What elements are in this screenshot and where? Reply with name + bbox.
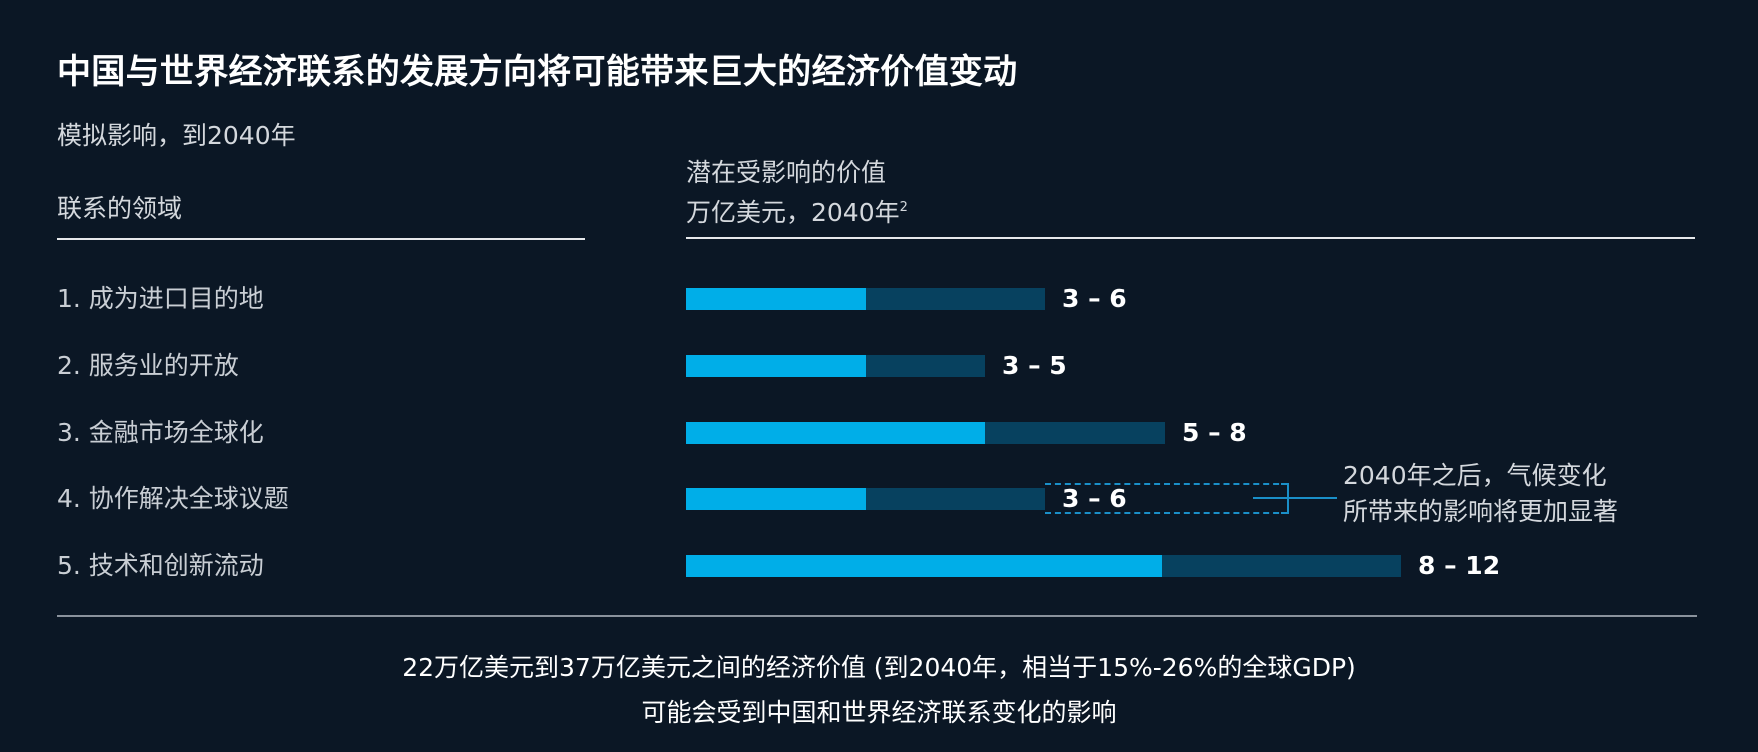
row-label: 1. 成为进口目的地: [57, 284, 264, 313]
right-column-header: 潜在受影响的价值 万亿美元，2040年2: [686, 155, 908, 230]
left-header-rule: [57, 238, 585, 240]
row-label: 3. 金融市场全球化: [57, 418, 264, 447]
bar-low-segment: [686, 288, 866, 310]
row-label: 5. 技术和创新流动: [57, 551, 264, 580]
footer-line1: 22万亿美元到37万亿美元之间的经济价值 (到2040年，相当于15%-26%的…: [402, 653, 1356, 682]
value-label: 5 – 8: [1182, 418, 1247, 447]
footer-rule: [57, 615, 1697, 617]
row-label: 2. 服务业的开放: [57, 351, 239, 380]
value-label: 8 – 12: [1418, 551, 1501, 580]
bar-low-segment: [686, 422, 985, 444]
chart-subtitle: 模拟影响，到2040年: [57, 121, 296, 150]
footnote-marker: 2: [899, 200, 908, 215]
bar-range-segment: [866, 288, 1045, 310]
climate-dashed-extension: [1045, 483, 1289, 514]
row-label: 4. 协作解决全球议题: [57, 484, 289, 513]
value-label: 3 – 5: [1002, 351, 1067, 380]
climate-annotation: 2040年之后，气候变化 所带来的影响将更加显著: [1343, 461, 1619, 526]
value-label: 3 – 6: [1062, 284, 1127, 313]
bar-range-segment: [866, 488, 1045, 510]
bar-low-segment: [686, 355, 866, 377]
value-label: 3 – 6: [1062, 484, 1127, 513]
bar-low-segment: [686, 555, 1162, 577]
bar-range-segment: [985, 422, 1165, 444]
bar-range-segment: [1162, 555, 1401, 577]
bar-range-segment: [866, 355, 985, 377]
left-column-header: 联系的领域: [57, 194, 183, 223]
chart-title: 中国与世界经济联系的发展方向将可能带来巨大的经济价值变动: [57, 52, 1018, 92]
right-header-line2: 万亿美元，2040年2: [686, 198, 908, 227]
right-header-rule: [686, 237, 1695, 239]
bar-low-segment: [686, 488, 866, 510]
annotation-connector-line: [1253, 497, 1337, 499]
right-header-line1: 潜在受影响的价值: [686, 158, 887, 187]
footer-line2: 可能会受到中国和世界经济联系变化的影响: [641, 698, 1117, 727]
